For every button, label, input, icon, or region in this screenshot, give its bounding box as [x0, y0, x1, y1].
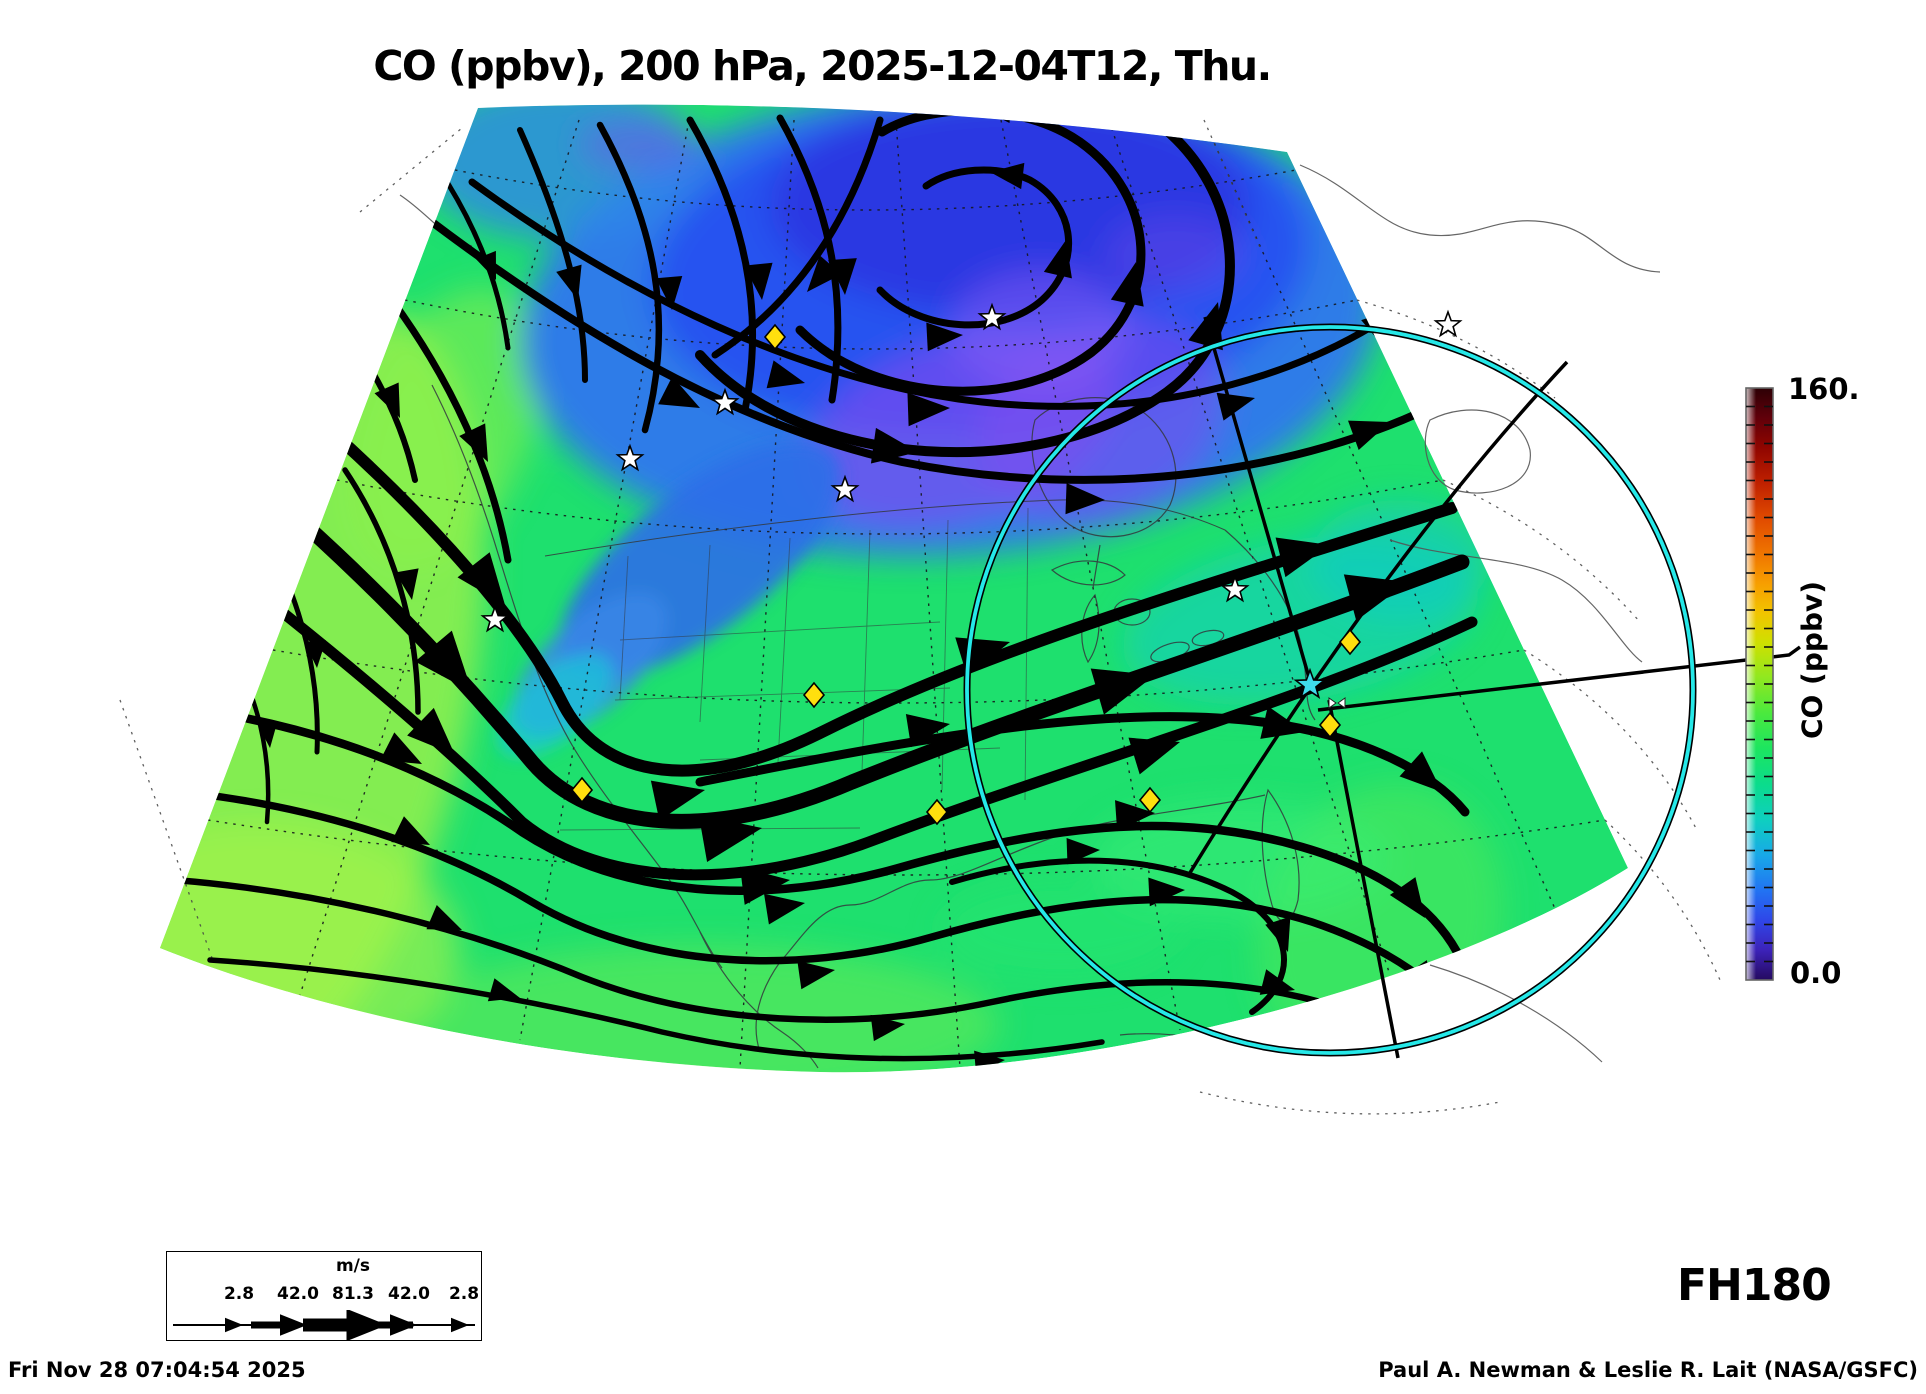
wind-scale-legend: m/s 2.8 42.0 81.3 42.0 2.8: [166, 1251, 482, 1341]
colorbar-ticks: [1746, 405, 1773, 963]
generation-timestamp: Fri Nov 28 07:04:54 2025: [8, 1358, 306, 1382]
colorbar-max-label: 160.: [1788, 372, 1860, 406]
wind-legend-value: 42.0: [277, 1284, 319, 1304]
page-title: CO (ppbv), 200 hPa, 2025-12-04T12, Thu.: [373, 42, 1272, 90]
wind-legend-unit: m/s: [335, 1256, 371, 1276]
white-star-marker: [1434, 311, 1462, 337]
colorbar-axis-label: CO (ppbv): [1795, 580, 1829, 740]
forecast-hour-label: FH180: [1677, 1260, 1832, 1311]
credit-line: Paul A. Newman & Leslie R. Lait (NASA/GS…: [1378, 1358, 1918, 1382]
coastlines-exterior: [399, 164, 1661, 1063]
colorbar-min-label: 0.0: [1790, 956, 1842, 990]
wind-legend-value: 2.8: [448, 1284, 480, 1304]
graticule-exterior: [119, 119, 1721, 1115]
trajectory-lines: [1186, 316, 1802, 1059]
wind-legend-value: 81.3: [332, 1284, 374, 1304]
wind-legend-value: 42.0: [388, 1284, 430, 1304]
range-ring: [963, 323, 1697, 1057]
colorbar: [1745, 387, 1774, 981]
wind-legend-value: 2.8: [223, 1284, 255, 1304]
wind-scale-arrow: [173, 1310, 475, 1340]
